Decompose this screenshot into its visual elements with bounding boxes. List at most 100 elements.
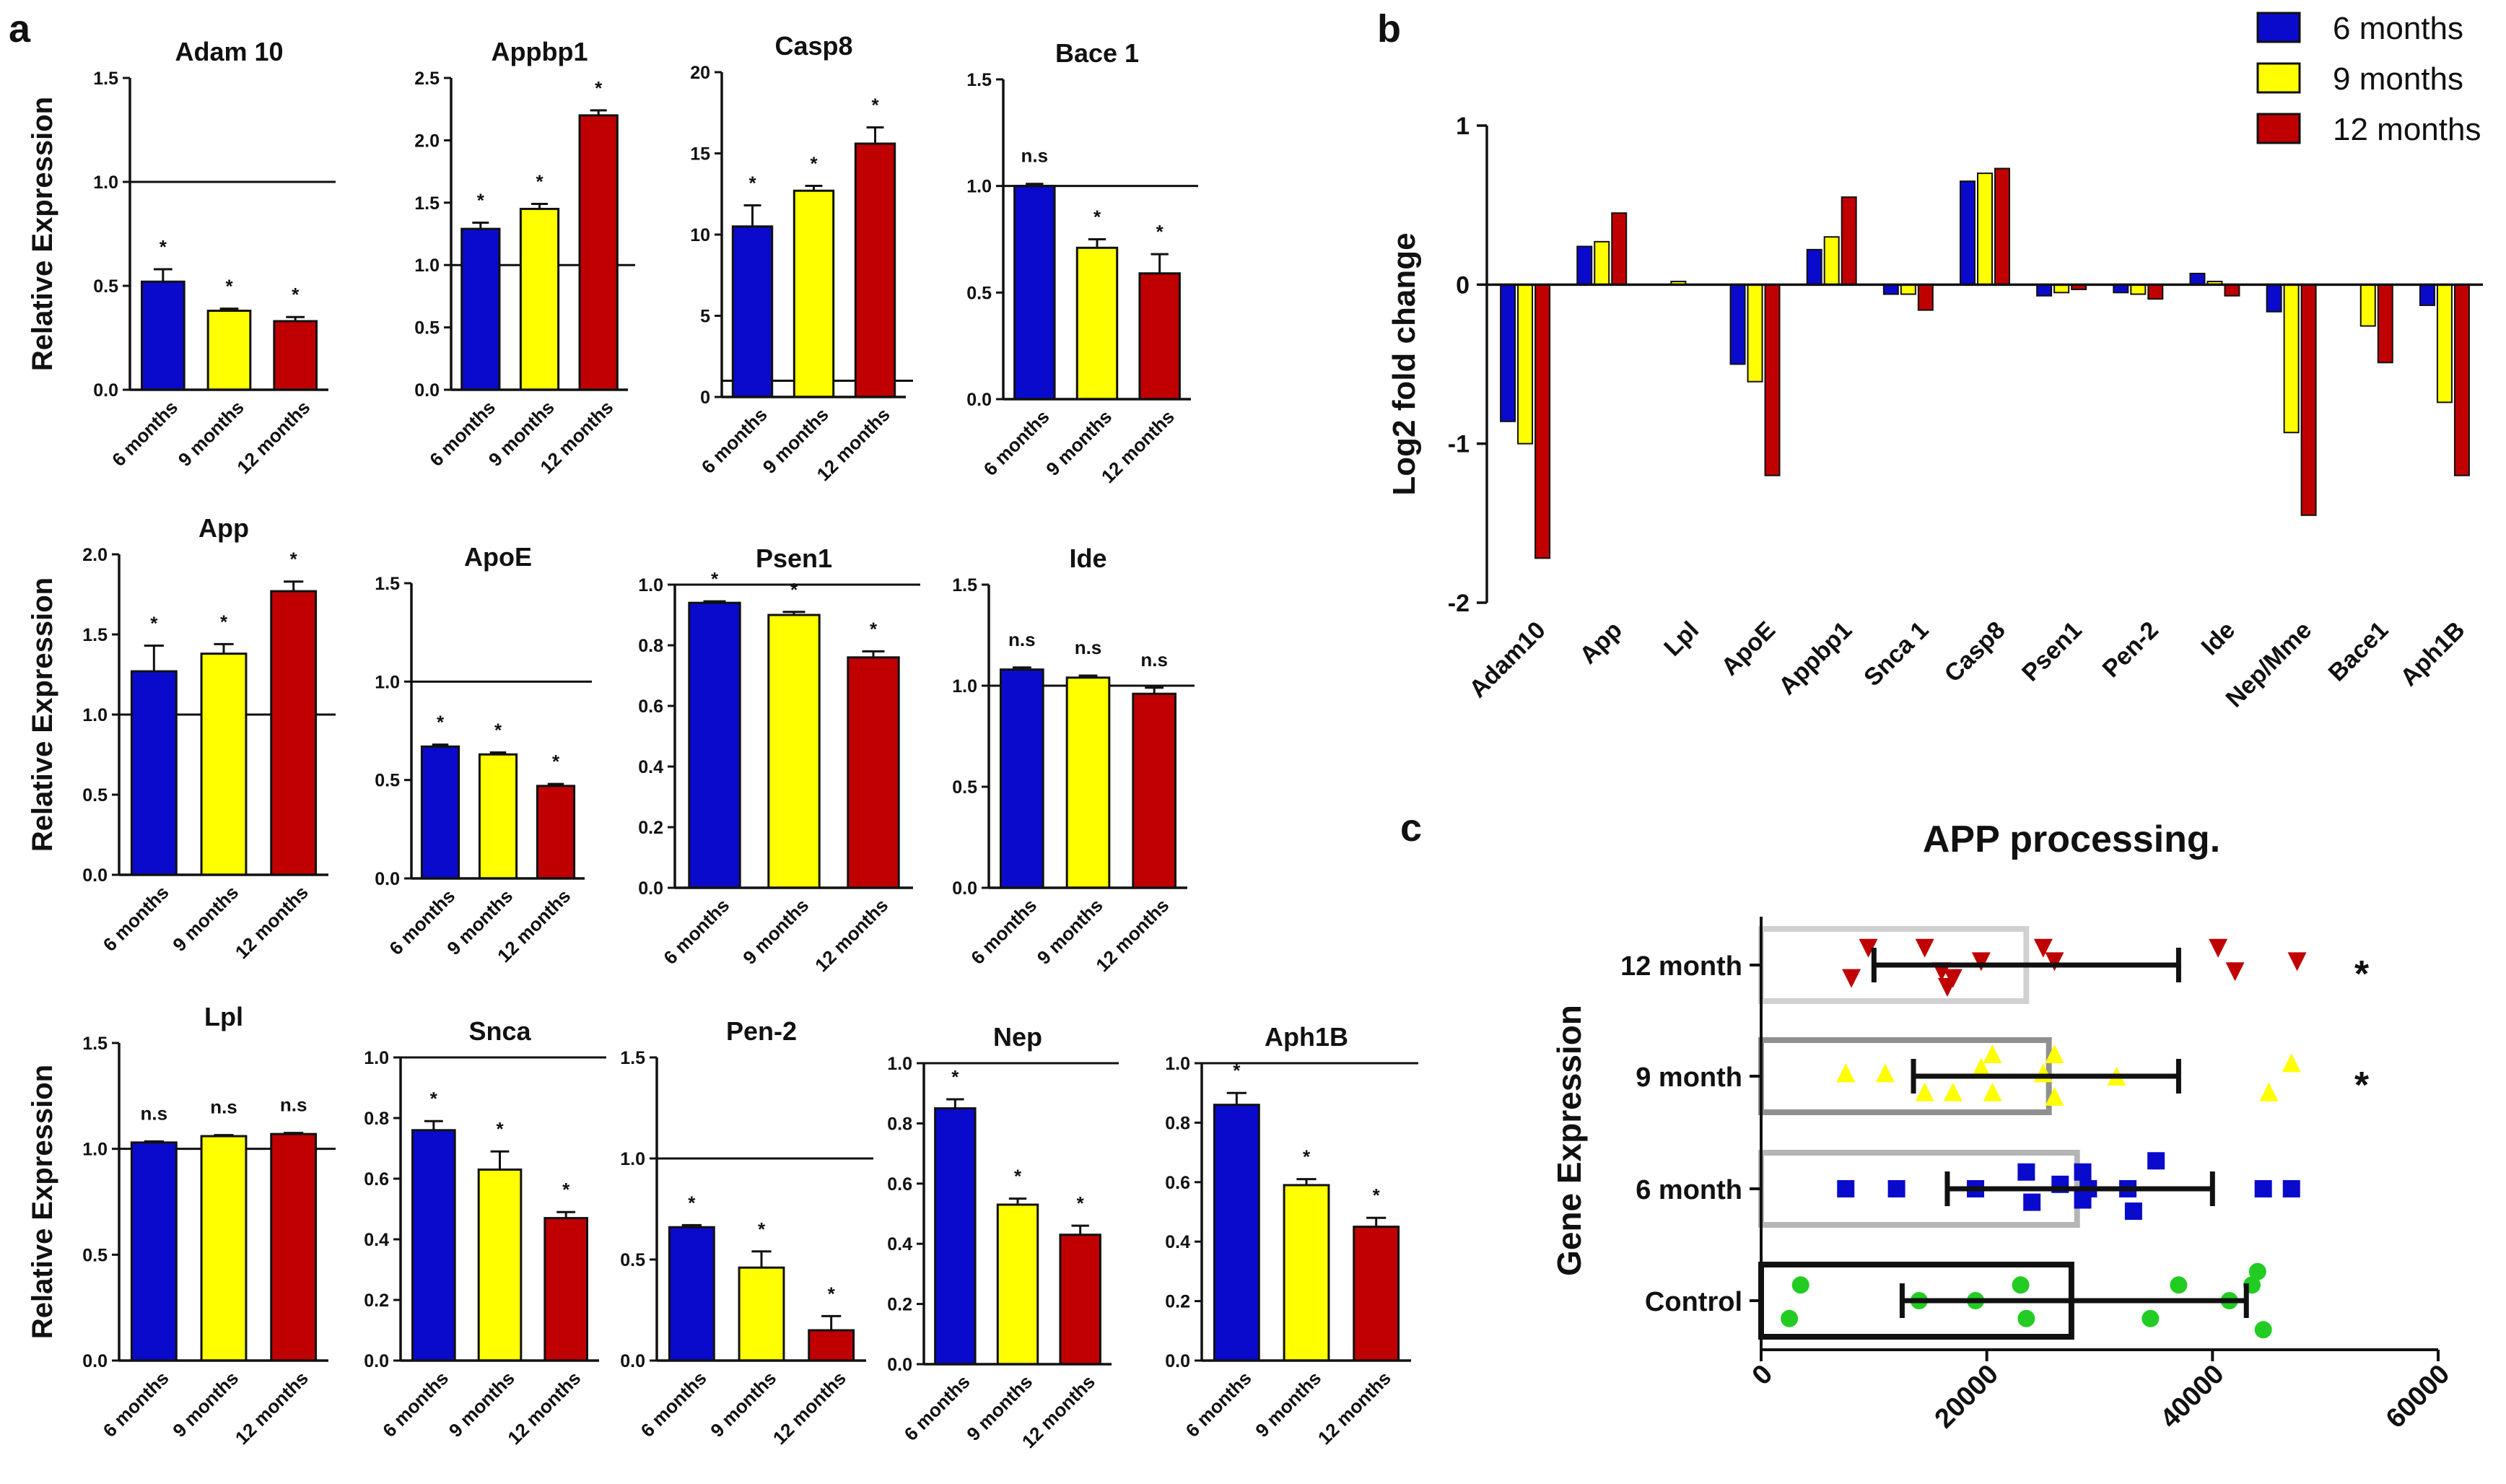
y-tick-label: 0.6 xyxy=(638,697,663,717)
y-tick-label: 0.5 xyxy=(966,283,992,303)
data-point-6-month xyxy=(2147,1152,2165,1170)
y-tick-label: 0.0 xyxy=(82,1351,108,1371)
legend-swatch-9m xyxy=(2256,62,2301,94)
data-point-6-month xyxy=(2254,1180,2272,1197)
x-tick-label: 6 months xyxy=(659,894,733,969)
bar-casp8-6m xyxy=(1960,180,1975,286)
bar-apoe-6m xyxy=(1729,284,1746,365)
bar-6m xyxy=(130,1141,178,1362)
bar-app-9m xyxy=(1594,240,1610,286)
significance-label: * xyxy=(536,171,543,193)
y-tick-label: 2.0 xyxy=(414,131,440,151)
x-tick-label: 9 months xyxy=(168,1367,243,1441)
y-tick-label: 0.0 xyxy=(364,1351,389,1371)
data-point-control xyxy=(1791,1276,1809,1294)
chart-title: Psen1 xyxy=(756,544,832,573)
x-tick-label: 12 months xyxy=(811,894,892,976)
data-point-12-month xyxy=(1859,938,1878,958)
y-tick-label: 0.0 xyxy=(1165,1351,1190,1371)
chart-aph1b: Aph1B * 6 months * 9 months * 12 months 0.0 0.2 0… xyxy=(1165,1022,1418,1449)
x-tick-label: 40000 xyxy=(2154,1359,2230,1434)
chart-title: Snca xyxy=(468,1016,531,1046)
y-tick-label: -2 xyxy=(1448,590,1470,617)
y-tick-label: 0.4 xyxy=(887,1234,912,1254)
x-tick-label: Snca 1 xyxy=(1859,616,1934,691)
bar-12m xyxy=(1059,1234,1101,1366)
y-tick-label: 0.5 xyxy=(375,771,400,791)
chart-apoe: ApoE*6 months*9 months*12 months0.00.51.… xyxy=(375,542,592,966)
y-axis-label: Relative Expression xyxy=(27,577,58,852)
data-point-12-month xyxy=(2287,952,2307,972)
y-tick-label: 0.0 xyxy=(82,865,108,886)
bar-12m xyxy=(578,114,619,391)
significance-label: * xyxy=(758,1218,766,1240)
legend-swatch-12m xyxy=(2256,113,2301,144)
bar-pen-2-9m xyxy=(2130,284,2147,295)
bar-9m xyxy=(738,1266,785,1362)
x-tick-label: 9 months xyxy=(738,894,813,969)
chart-title: Adam 10 xyxy=(175,37,283,66)
bar-aph1b-12m xyxy=(2453,284,2470,476)
y-tick-label: 0.0 xyxy=(414,380,440,401)
y-axis-label: Gene Expression xyxy=(1550,1005,1588,1276)
y-tick-label: 0.5 xyxy=(82,1245,108,1265)
x-tick-label: 6 months xyxy=(697,403,772,478)
chart-title: App xyxy=(198,513,249,543)
y-tick-label: 1.0 xyxy=(364,1048,389,1068)
bar-12m xyxy=(854,142,896,398)
x-tick-label: 6 months xyxy=(99,881,173,956)
panel-letter-c: c xyxy=(1400,806,1422,850)
chart-snca: Snca*6 months*9 months*12 months0.00.20.… xyxy=(364,1016,606,1449)
y-tick-label-9-month: 9 month xyxy=(1636,1062,1742,1093)
y-tick-label: 1.0 xyxy=(620,1149,645,1169)
x-tick-label: 12 months xyxy=(231,1367,313,1449)
y-tick-label-12-month: 12 month xyxy=(1620,951,1742,982)
significance-label-9-month: * xyxy=(2354,1065,2370,1107)
bar-6m xyxy=(141,280,185,391)
y-tick-label: 0.0 xyxy=(966,390,992,410)
data-point-6-month xyxy=(1887,1180,1905,1197)
significance-label: * xyxy=(688,1192,696,1213)
y-tick-label: 0.4 xyxy=(364,1230,389,1250)
y-tick-label: 0.0 xyxy=(93,380,118,401)
data-point-6-month xyxy=(2017,1163,2035,1181)
bar-6m xyxy=(411,1129,456,1362)
y-tick-label: 1.5 xyxy=(375,574,400,594)
y-tick-label: 0.5 xyxy=(93,276,118,297)
bar-adam10-12m xyxy=(1534,284,1551,559)
significance-label: * xyxy=(790,579,798,601)
significance-label: n.s xyxy=(1008,629,1036,650)
significance-label: * xyxy=(748,173,756,194)
bar-9m xyxy=(1075,246,1119,401)
bar-9m xyxy=(478,753,518,880)
x-tick-label: 12 months xyxy=(1314,1367,1395,1449)
data-point-9-month xyxy=(1983,1082,2002,1101)
x-tick-label: 6 months xyxy=(900,1371,974,1445)
y-tick-label: 0.2 xyxy=(364,1291,389,1311)
y-tick-label: 1.5 xyxy=(620,1048,645,1068)
chart-app: App * 6 months * 9 months * 12 months 0.0 0.5 1.0… xyxy=(27,513,336,963)
chart-title: Casp8 xyxy=(774,31,852,61)
bar-nep-mme-9m xyxy=(2283,284,2300,434)
data-point-9-month xyxy=(2282,1053,2301,1073)
y-tick-label-6-month: 6 month xyxy=(1636,1175,1742,1205)
data-point-12-month xyxy=(2225,962,2245,982)
chart-title: Ide xyxy=(1069,544,1106,573)
y-tick-label: 1.5 xyxy=(82,625,108,645)
bar-aph1b-6m xyxy=(2419,284,2435,306)
data-point-9-month xyxy=(1983,1044,2002,1063)
y-tick-label: 0.2 xyxy=(887,1295,912,1315)
y-axis-label: Relative Expression xyxy=(27,1065,58,1339)
bar-12m xyxy=(270,590,318,876)
significance-label: * xyxy=(477,189,485,211)
y-tick-label: 0 xyxy=(1456,271,1470,299)
y-tick-label: 1.5 xyxy=(82,1034,108,1054)
data-point-9-month xyxy=(1875,1063,1895,1083)
y-tick-label: 0.0 xyxy=(638,878,663,899)
bar-app-6m xyxy=(1576,245,1593,286)
bar-nep-mme-6m xyxy=(2266,284,2282,313)
y-tick-label: 0.6 xyxy=(364,1169,389,1190)
bar-appbp1-12m xyxy=(1841,196,1857,286)
y-tick-label: 2.0 xyxy=(82,545,108,565)
